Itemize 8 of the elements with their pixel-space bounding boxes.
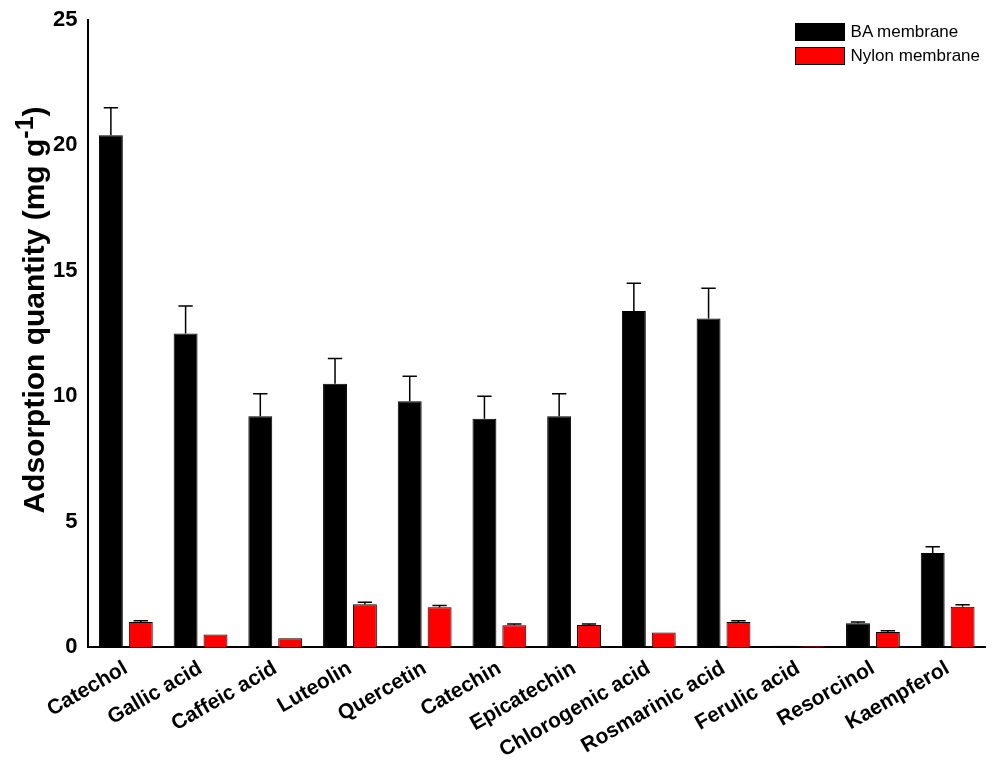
- y-tick-label: 15: [52, 256, 78, 282]
- y-tick-label: 10: [52, 382, 78, 408]
- y-tick-label: 20: [52, 131, 78, 157]
- legend-label: BA membrane: [850, 22, 959, 42]
- y-tick-label: 25: [52, 6, 78, 32]
- legend-label: Nylon membrane: [850, 46, 980, 66]
- y-tick-label: 0: [65, 633, 78, 659]
- y-tick-label: 5: [65, 507, 78, 533]
